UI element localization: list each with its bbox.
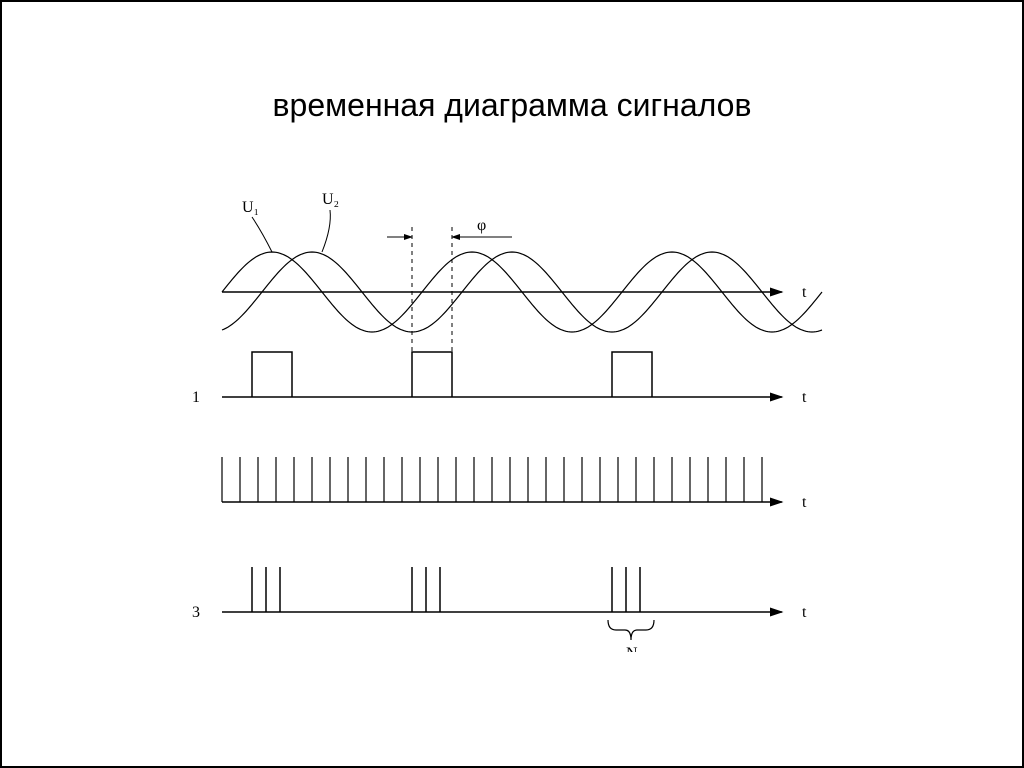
diagram-svg: t U₁ U₂ φ t 1 t t 3 N [172, 192, 852, 652]
row1-pulse [612, 352, 652, 397]
label-u2: U₂ [322, 192, 339, 208]
timing-diagram: t U₁ U₂ φ t 1 t t 3 N [172, 192, 852, 652]
row1-label: 1 [192, 389, 200, 406]
svg-text:t: t [802, 389, 807, 406]
page-title: временная диаграмма сигналов [2, 87, 1022, 124]
svg-text:t: t [802, 604, 807, 621]
page-frame: временная диаграмма сигналов t U₁ U₂ φ t 1 t t 3… [0, 0, 1024, 768]
row3-label: 3 [192, 604, 200, 621]
label-u1: U₁ [242, 199, 259, 216]
row1-pulse [412, 352, 452, 397]
svg-text:t: t [802, 284, 807, 301]
row1-pulse [252, 352, 292, 397]
brace-n [608, 620, 654, 640]
label-n: N [626, 645, 638, 652]
label-phi: φ [477, 217, 486, 234]
svg-text:t: t [802, 494, 807, 511]
